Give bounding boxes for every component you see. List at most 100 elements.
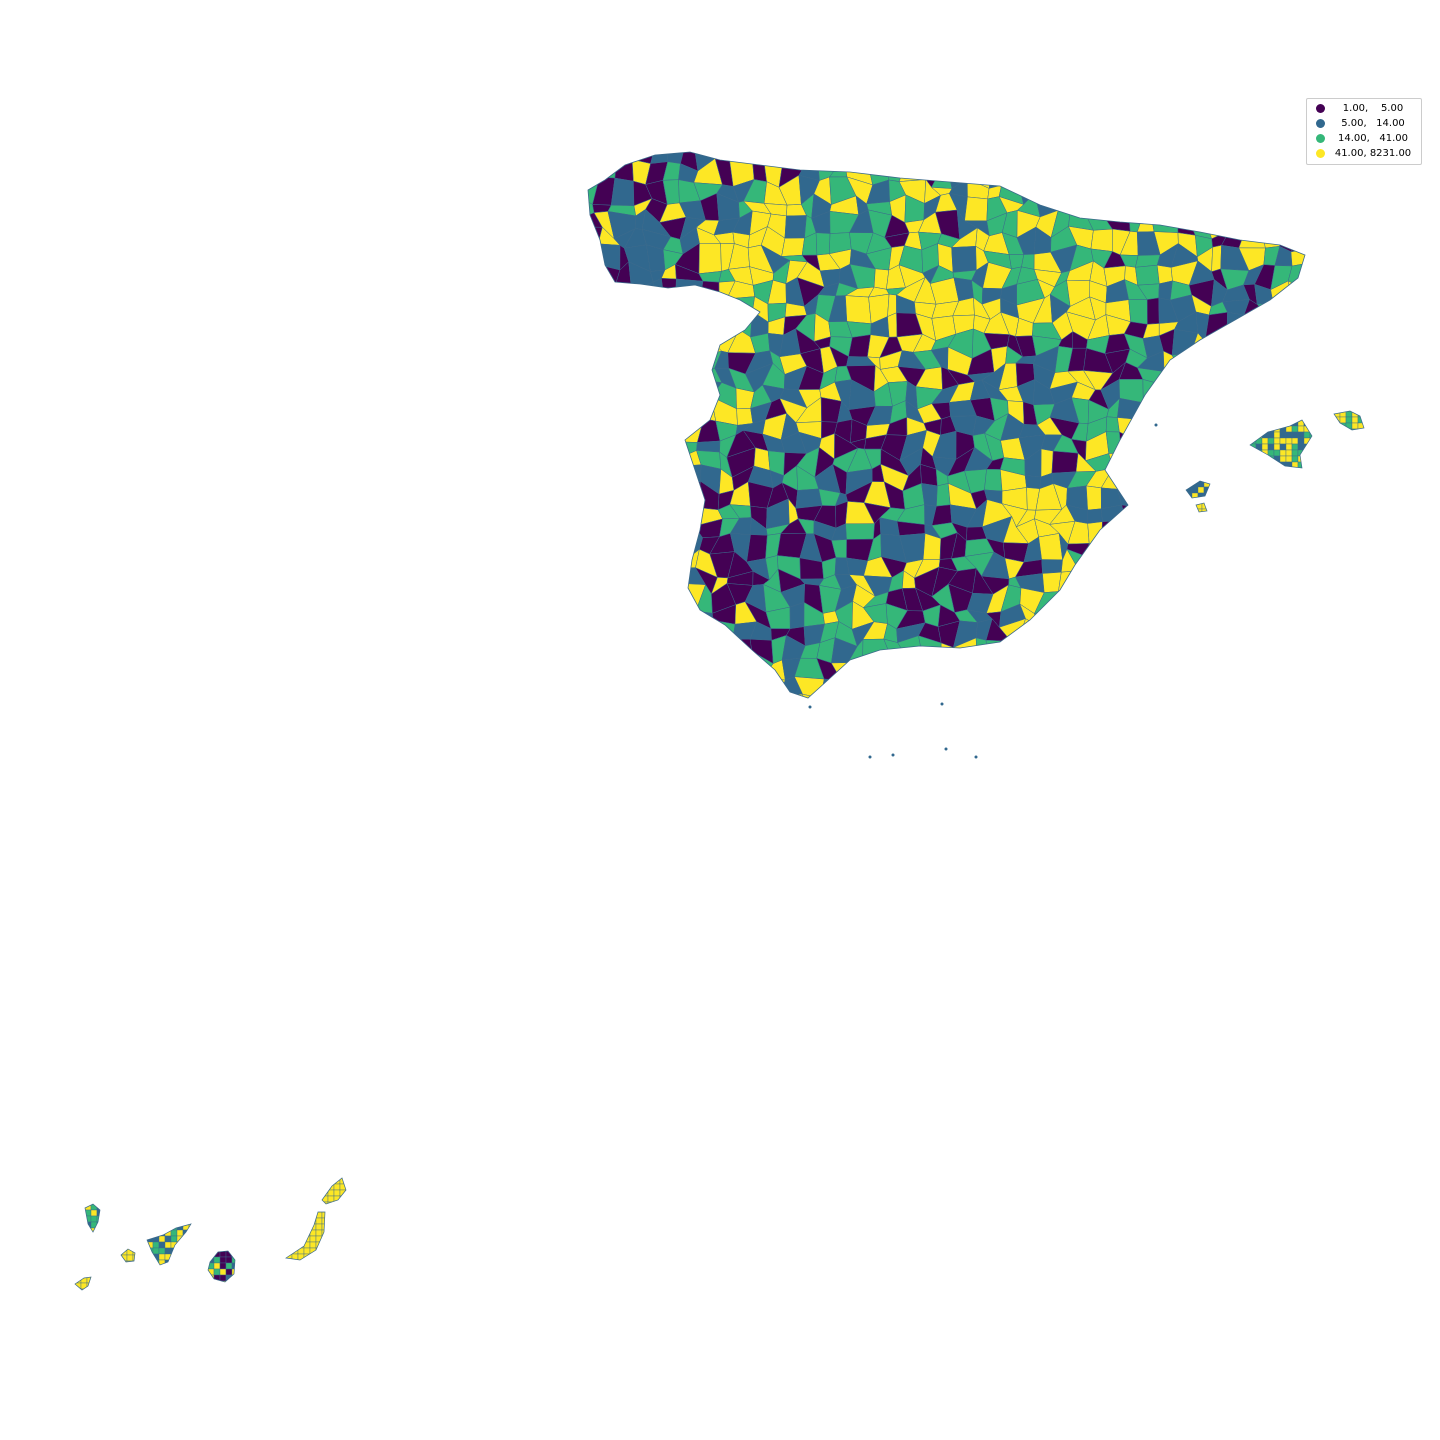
municipality-cell: [839, 709, 854, 726]
municipality-cell: [901, 678, 925, 698]
island-cell: [1357, 411, 1364, 418]
municipality-cell: [1273, 345, 1300, 371]
municipality-cell: [922, 656, 944, 682]
municipality-cell: [625, 588, 655, 615]
municipality-cell: [1262, 703, 1283, 726]
island-cell: [213, 1268, 221, 1276]
legend-swatch-2: [1316, 119, 1325, 128]
municipality-cell: [1153, 653, 1181, 682]
municipality-cell: [1041, 559, 1063, 574]
municipality-cell: [1104, 636, 1128, 665]
municipality-cell: [1273, 335, 1300, 356]
municipality-cell: [1173, 152, 1193, 165]
island-cell: [164, 1241, 172, 1249]
municipality-cell: [613, 314, 638, 340]
municipality-cell: [595, 402, 620, 423]
municipality-cell: [589, 498, 615, 522]
municipality-cell: [610, 177, 635, 206]
municipality-cell: [1134, 583, 1160, 613]
municipality-cell: [1262, 684, 1284, 698]
municipality-cell: [614, 433, 634, 454]
municipality-cell: [1228, 440, 1242, 461]
municipality-cell: [1088, 594, 1111, 615]
island-cell: [297, 1212, 305, 1219]
island-cell: [164, 1235, 172, 1243]
municipality-cell: [1311, 176, 1328, 202]
island-cell: [208, 1251, 215, 1258]
municipality-cell: [1232, 413, 1243, 443]
municipality-cell: [596, 465, 616, 493]
municipality-cell: [1229, 169, 1245, 189]
municipality-cell: [887, 312, 898, 338]
municipality-cell: [883, 708, 910, 726]
municipality-cell: [1055, 591, 1080, 606]
municipality-cell: [608, 601, 638, 631]
municipality-cell: [1168, 617, 1199, 648]
municipality-cell: [1177, 210, 1196, 236]
municipality-cell: [1155, 640, 1177, 662]
municipality-cell: [1138, 168, 1162, 185]
island-tenerife: [146, 1223, 192, 1266]
municipality-cell: [629, 540, 647, 560]
municipality-cell: [1105, 620, 1131, 646]
municipality-cell: [1142, 640, 1164, 662]
municipality-cell: [675, 336, 706, 357]
municipality-cell: [1224, 584, 1244, 613]
municipality-cell: [1305, 674, 1328, 692]
island-cell: [1309, 437, 1312, 445]
municipality-cell: [1246, 523, 1261, 546]
municipality-cell: [1120, 624, 1147, 648]
municipality-cell: [664, 636, 682, 661]
municipality-cell: [624, 601, 655, 625]
municipality-cell: [1239, 703, 1266, 726]
municipality-cell: [608, 623, 638, 647]
municipality-cell: [1073, 167, 1088, 185]
municipality-cell: [1291, 484, 1305, 506]
municipality-cell: [580, 709, 594, 726]
island-cell: [1261, 461, 1269, 468]
municipality-cell: [1184, 516, 1213, 544]
municipality-cell: [709, 619, 736, 646]
municipality-cell: [588, 584, 604, 603]
island-cell: [1196, 508, 1203, 512]
legend-item: 41.00, 8231.00: [1307, 146, 1421, 161]
municipality-cell: [1175, 569, 1197, 592]
municipality-cell: [1101, 589, 1127, 610]
municipality-cell: [1158, 571, 1182, 592]
island-cell: [1291, 425, 1299, 433]
island-cell: [132, 1260, 135, 1262]
island-cell: [291, 1217, 299, 1225]
island-outline: [285, 1211, 326, 1261]
municipality-cell: [795, 488, 823, 509]
municipality-cell: [589, 482, 616, 511]
municipality-cell: [678, 636, 706, 665]
municipality-cell: [997, 668, 1029, 697]
municipality-cell: [1134, 609, 1163, 629]
municipality-cell: [936, 483, 951, 507]
municipality-cell: [1205, 459, 1231, 469]
legend-item: 5.00, 14.00: [1307, 116, 1421, 131]
municipality-cell: [641, 501, 667, 525]
municipality-cell: [1018, 164, 1037, 187]
municipality-cell: [657, 604, 687, 621]
island-cell: [327, 1178, 335, 1185]
island-cell: [1191, 486, 1199, 494]
island-cell: [1279, 431, 1287, 439]
municipality-cell: [1084, 161, 1112, 178]
island-cell: [1303, 455, 1311, 463]
island-cell: [231, 1251, 235, 1258]
municipality-cell: [984, 468, 1003, 492]
municipality-cell: [1169, 684, 1199, 698]
island-cell: [1357, 428, 1364, 430]
municipality-cell: [1158, 583, 1182, 613]
island-cell: [1291, 443, 1299, 451]
municipality-cell: [648, 481, 667, 512]
municipality-cell: [659, 456, 687, 476]
island-cell: [96, 1227, 100, 1232]
island-outline: [207, 1250, 236, 1283]
municipality-cell: [1121, 453, 1148, 476]
municipality-cell: [588, 642, 603, 660]
island-cell: [1267, 437, 1275, 445]
municipality-cell: [1067, 604, 1096, 620]
municipality-cell: [588, 498, 598, 522]
